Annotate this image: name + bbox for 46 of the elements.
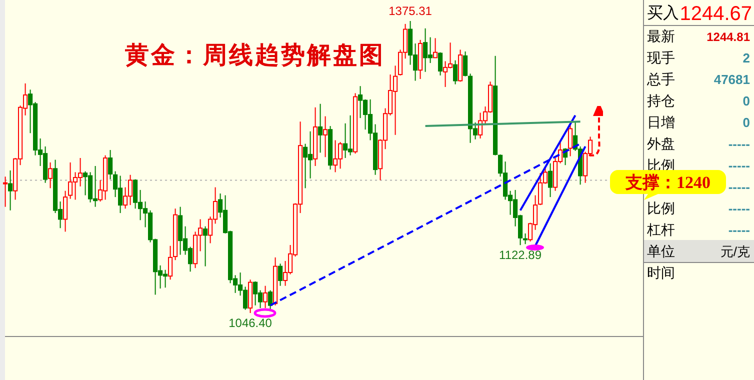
text: -----: [728, 222, 750, 238]
candlestick: [263, 285, 268, 309]
category-label: 比例: [647, 200, 675, 216]
category-label: 总手: [646, 71, 675, 87]
candlestick: [453, 60, 458, 85]
category-label: 日增: [647, 114, 675, 130]
text: -----: [728, 180, 750, 194]
annotation: 1122.89: [499, 248, 542, 262]
category-label: 时间: [647, 264, 675, 280]
candlestick: [63, 190, 68, 232]
category-label: 持仓: [647, 92, 675, 108]
candlestick: [323, 116, 328, 158]
candlestick: [463, 50, 468, 77]
candlestick: [523, 232, 528, 245]
candlestick: [268, 290, 273, 310]
annotation: 1046.40: [228, 316, 272, 330]
text: 2: [742, 50, 750, 66]
text: 黄金：周线趋势解盘图: [124, 42, 385, 69]
candlestick: [318, 103, 323, 154]
text: 1244.67: [680, 3, 752, 25]
category-label: 杠杆: [646, 222, 675, 238]
text: 1244.81: [706, 30, 750, 44]
candlestick: [568, 124, 573, 157]
candlestick: [548, 162, 553, 198]
text: -----: [728, 136, 750, 152]
text: 元/克: [720, 244, 750, 259]
candlestick: [438, 52, 443, 76]
candlestick: [433, 38, 438, 58]
category-label: 现手: [647, 50, 675, 66]
candlestick: [8, 170, 13, 211]
candlestick: [48, 162, 53, 189]
candlestick: [108, 150, 113, 180]
category-label: 最新: [647, 28, 675, 44]
annotation: 1375.31: [388, 4, 432, 18]
text: 支撑：1240: [624, 173, 710, 192]
text: 47681: [714, 72, 750, 87]
category-label: 外盘: [647, 136, 675, 152]
text: 买入: [647, 4, 679, 22]
category-label: 单位: [647, 243, 675, 259]
candlestick: [203, 226, 208, 267]
text: -----: [728, 158, 750, 173]
candlestick: [168, 245, 173, 280]
text: -----: [728, 201, 750, 216]
candlestick: [278, 263, 283, 286]
text: 0: [742, 94, 750, 108]
text: 0: [742, 115, 750, 130]
